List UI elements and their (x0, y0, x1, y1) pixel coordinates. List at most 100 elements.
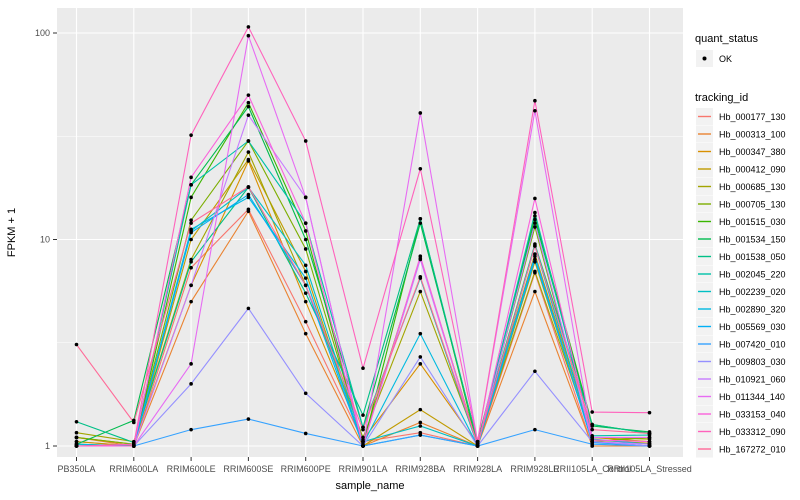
data-point (189, 299, 193, 304)
data-point (189, 230, 193, 235)
data-point (361, 444, 365, 448)
legend-label-Hb_001515_030: Hb_001515_030 (719, 217, 786, 227)
x-tick-label: RRII105LA_Control (553, 464, 631, 474)
data-point (647, 442, 652, 447)
legend-label-Hb_000412_090: Hb_000412_090 (719, 165, 786, 175)
x-tick-label: RRIM600PE (281, 464, 331, 474)
data-point (189, 221, 193, 225)
data-point (475, 442, 480, 447)
data-point (246, 93, 251, 97)
data-point (246, 192, 251, 197)
data-point (303, 291, 308, 295)
legend-label-Hb_002239_020: Hb_002239_020 (719, 287, 786, 297)
data-point (189, 183, 193, 187)
data-point (647, 431, 652, 436)
data-point (361, 439, 365, 444)
data-point (303, 276, 308, 280)
legend-label-Hb_007420_010: Hb_007420_010 (719, 340, 786, 350)
data-point (418, 221, 423, 225)
legend-label-Hb_033312_090: Hb_033312_090 (719, 427, 786, 437)
data-point (418, 362, 423, 366)
legend-title-tracking-id: tracking_id (695, 92, 748, 104)
data-point (647, 410, 652, 415)
data-point (418, 289, 423, 294)
data-point (361, 427, 365, 432)
data-point (590, 438, 594, 442)
legend-title-quant-status: quant_status (695, 33, 758, 45)
x-tick-label: RRIM600SE (223, 464, 273, 474)
data-point (533, 254, 537, 259)
legend-label-Hb_033153_040: Hb_033153_040 (719, 410, 786, 420)
legend-label-Hb_011344_140: Hb_011344_140 (719, 392, 785, 402)
data-point (246, 113, 251, 117)
data-point (189, 218, 193, 223)
data-point (533, 214, 537, 218)
data-point (303, 269, 308, 274)
data-point (303, 247, 308, 251)
data-point (303, 237, 308, 242)
data-point (590, 422, 594, 427)
legend-label-Hb_001534_150: Hb_001534_150 (719, 235, 786, 245)
data-point (74, 342, 79, 347)
data-point (418, 407, 423, 412)
data-point (418, 420, 423, 425)
data-point (590, 427, 594, 432)
data-point (361, 435, 365, 440)
x-tick-label: RRIM928BA (395, 464, 445, 474)
data-point (189, 362, 193, 366)
data-point (246, 195, 251, 200)
data-point (189, 227, 193, 232)
x-tick-label: RRIM928LE (510, 464, 559, 474)
legend-label-Hb_000685_130: Hb_000685_130 (719, 182, 786, 192)
data-point (303, 229, 308, 233)
data-point (533, 257, 537, 262)
data-point (533, 244, 537, 248)
data-point (533, 225, 537, 229)
data-point (74, 419, 79, 424)
data-point (246, 209, 251, 214)
data-point (590, 410, 594, 414)
legend-label-Hb_000313_100: Hb_000313_100 (719, 130, 786, 140)
x-tick-label: PB350LA (57, 464, 95, 474)
data-point (246, 417, 251, 421)
data-point (303, 195, 308, 200)
x-tick-label: RRII105LA_Stressed (607, 464, 692, 474)
y-tick-label: 100 (35, 28, 50, 38)
y-tick-label: 10 (40, 235, 50, 245)
data-point (189, 237, 193, 242)
data-point (303, 283, 308, 288)
data-point (647, 435, 652, 440)
data-point (475, 439, 480, 444)
x-tick-label: RRIM600LE (167, 464, 216, 474)
data-point (246, 306, 251, 311)
data-point (189, 283, 193, 288)
data-point (418, 111, 423, 115)
x-axis-title: sample_name (335, 480, 404, 492)
legend-label-Hb_002890_320: Hb_002890_320 (719, 305, 786, 315)
data-point (303, 391, 308, 396)
data-point (303, 319, 308, 324)
data-point (418, 433, 423, 437)
data-point (303, 299, 308, 304)
data-point (246, 104, 251, 109)
data-point (189, 265, 193, 270)
data-point (533, 269, 537, 274)
data-point (418, 216, 423, 221)
legend-label-Hb_010921_060: Hb_010921_060 (719, 375, 786, 385)
data-point (246, 157, 251, 162)
x-tick-label: RRIM928LA (453, 464, 502, 474)
x-tick-label: RRIM600LA (109, 464, 158, 474)
y-tick-label: 1 (45, 441, 50, 451)
legend-label-Hb_000177_130: Hb_000177_130 (719, 112, 786, 122)
data-point (74, 444, 79, 448)
data-point (590, 435, 594, 440)
data-point (303, 431, 308, 436)
data-point (533, 196, 537, 201)
data-point (533, 221, 537, 225)
data-point (418, 355, 423, 359)
data-point (246, 150, 251, 154)
data-point (246, 100, 251, 105)
data-point (132, 442, 136, 447)
data-point (132, 420, 136, 425)
